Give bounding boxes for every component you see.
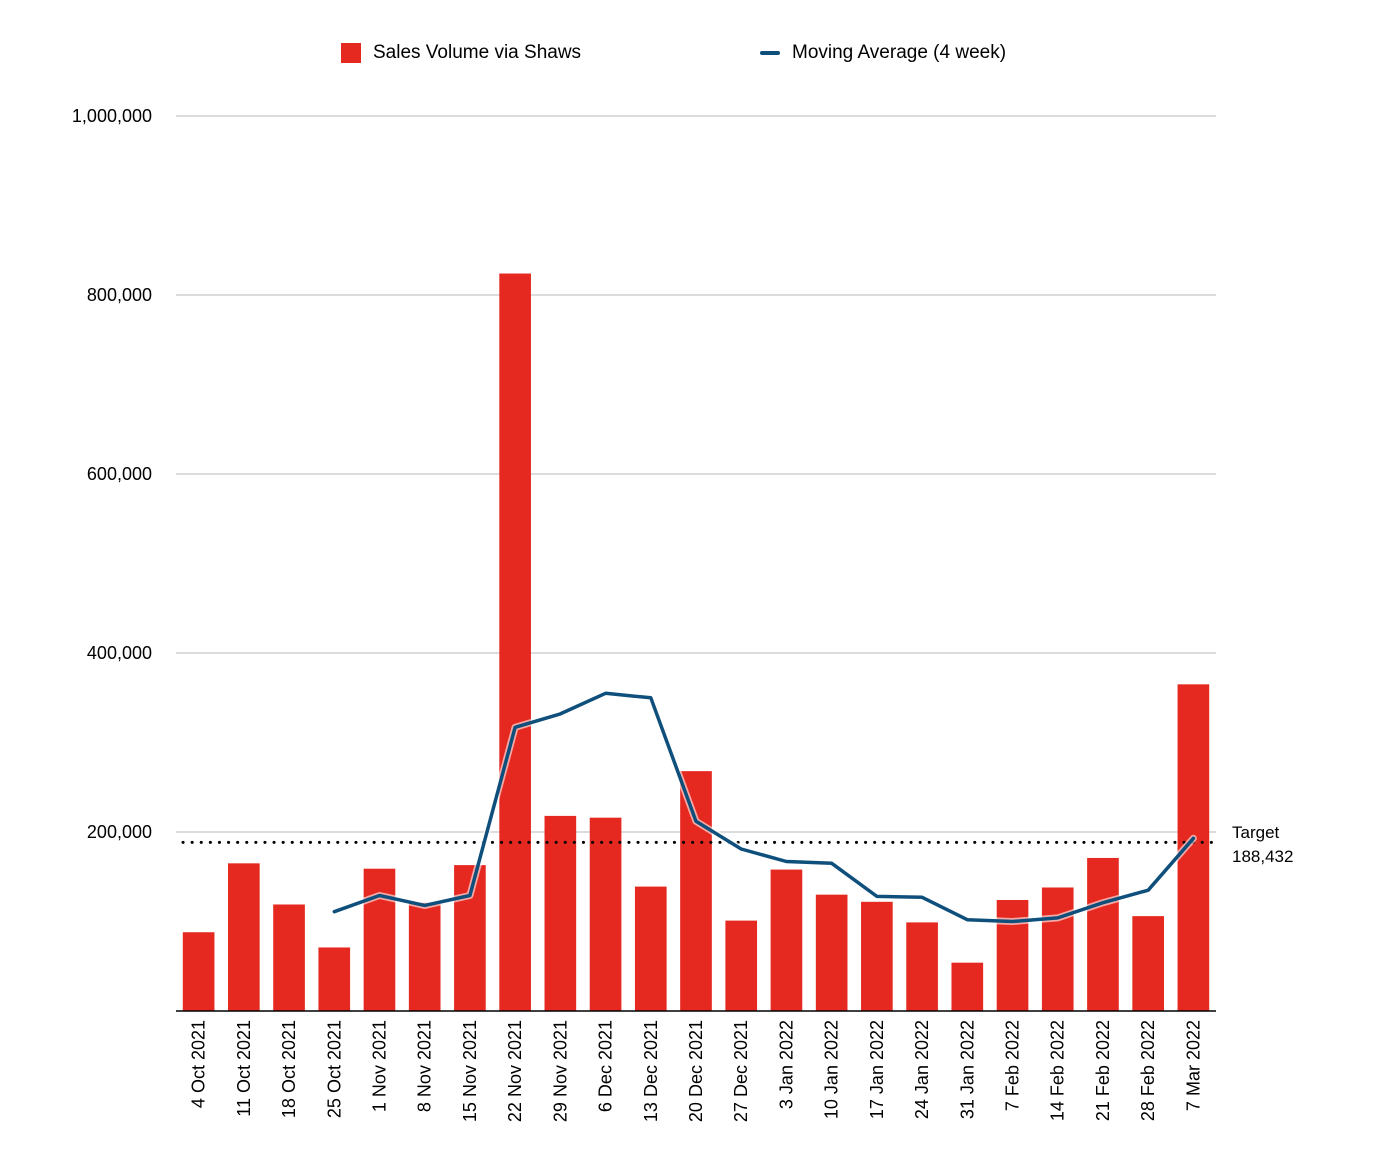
bar: [589, 817, 622, 1011]
x-tick-label: 25 Oct 2021: [324, 1020, 344, 1118]
bar: [544, 815, 577, 1011]
bar: [1132, 916, 1164, 1011]
bar: [499, 273, 531, 1011]
x-tick-label: 4 Oct 2021: [189, 1020, 209, 1108]
bar: [951, 962, 984, 1011]
bar: [680, 771, 712, 1011]
legend-label-moving-average: Moving Average (4 week): [792, 42, 1007, 63]
target-label: Target: [1232, 823, 1280, 842]
x-tick-label: 31 Jan 2022: [957, 1020, 977, 1119]
bar: [1087, 857, 1119, 1011]
x-tick-label: 21 Feb 2022: [1093, 1020, 1113, 1121]
bar: [770, 869, 803, 1011]
legend-item-sales-volume: Sales Volume via Shaws: [341, 42, 581, 64]
bar: [634, 886, 667, 1011]
x-tick-label: 6 Dec 2021: [596, 1020, 616, 1112]
x-tick-label: 1 Nov 2021: [370, 1020, 390, 1112]
x-tick-label: 3 Jan 2022: [776, 1020, 796, 1109]
bar: [906, 922, 938, 1011]
x-tick-label: 7 Mar 2022: [1183, 1020, 1203, 1111]
target-value: 188,432: [1232, 847, 1293, 866]
y-tick-label: 800,000: [87, 285, 152, 305]
legend-item-moving-average: Moving Average (4 week): [760, 42, 1006, 64]
bar: [725, 920, 758, 1011]
y-tick-label: 1,000,000: [72, 106, 152, 126]
x-tick-label: 24 Jan 2022: [912, 1020, 932, 1119]
bars: [182, 273, 1210, 1011]
bar: [996, 900, 1029, 1011]
bar: [318, 947, 351, 1011]
bar: [182, 932, 215, 1011]
y-tick-label: 600,000: [87, 464, 152, 484]
x-tick-label: 13 Dec 2021: [641, 1020, 661, 1122]
legend-swatch-line: [760, 51, 780, 55]
bar: [408, 902, 441, 1011]
x-tick-label: 20 Dec 2021: [686, 1020, 706, 1122]
x-tick-label: 17 Jan 2022: [867, 1020, 887, 1119]
bar: [1041, 887, 1074, 1011]
bar: [228, 863, 260, 1011]
bar: [273, 904, 305, 1011]
axis-labels: 200,000 400,000 600,000 800,000 1,000,000 4 O…: [72, 106, 1203, 1122]
x-tick-label: 8 Nov 2021: [415, 1020, 435, 1112]
x-tick-label: 27 Dec 2021: [731, 1020, 751, 1122]
moving-average-line: [332, 691, 1196, 924]
moving-average-line-group: [330, 689, 1197, 925]
target-annotation: Target 188,432: [1232, 823, 1293, 866]
y-tick-label: 200,000: [87, 822, 152, 842]
x-tick-label: 14 Feb 2022: [1048, 1020, 1068, 1121]
bar: [815, 894, 848, 1011]
bar: [363, 868, 396, 1011]
x-tick-label: 15 Nov 2021: [460, 1020, 480, 1122]
x-tick-label: 28 Feb 2022: [1138, 1020, 1158, 1121]
x-tick-label: 10 Jan 2022: [822, 1020, 842, 1119]
bar: [861, 901, 893, 1011]
x-tick-label: 18 Oct 2021: [279, 1020, 299, 1118]
y-tick-label: 400,000: [87, 643, 152, 663]
x-tick-label: 7 Feb 2022: [1003, 1020, 1023, 1111]
legend-label-sales-volume: Sales Volume via Shaws: [373, 42, 582, 63]
gridlines: [176, 115, 1216, 833]
x-tick-label: 22 Nov 2021: [505, 1020, 525, 1122]
x-tick-label: 11 Oct 2021: [234, 1020, 254, 1117]
legend-swatch-bar: [341, 43, 361, 63]
x-tick-label: 29 Nov 2021: [550, 1020, 570, 1122]
